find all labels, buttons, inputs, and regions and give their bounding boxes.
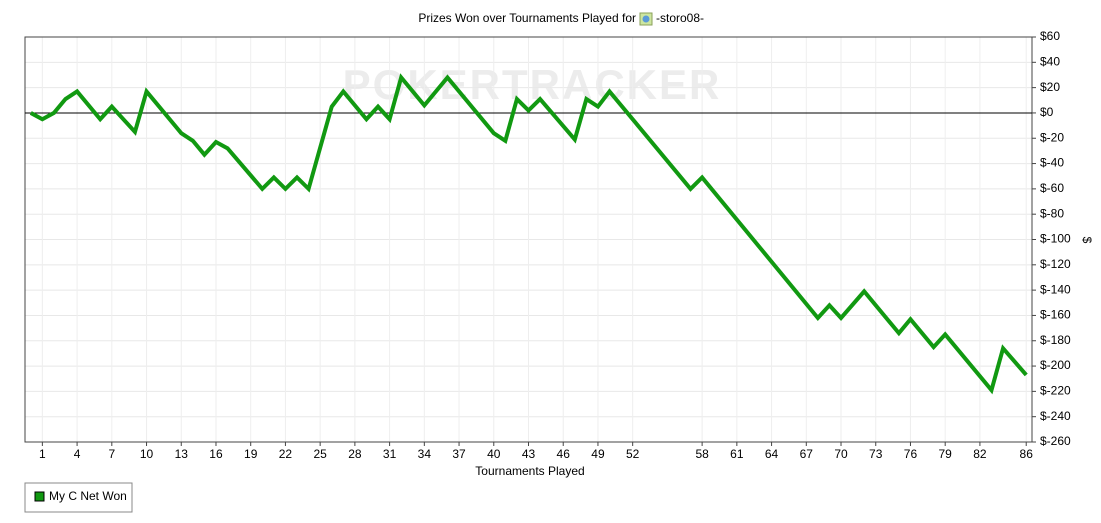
y-tick-label: $-260 [1040,434,1071,448]
y-tick-label: $-140 [1040,282,1071,296]
y-tick-label: $-60 [1040,181,1064,195]
y-tick-label: $-120 [1040,257,1071,271]
x-tick-label: 1 [39,447,46,461]
x-axis-label: Tournaments Played [475,464,584,478]
x-tick-label: 61 [730,447,744,461]
x-tick-label: 64 [765,447,779,461]
y-tick-label: $20 [1040,80,1060,94]
x-tick-label: 28 [348,447,362,461]
y-tick-label: $-220 [1040,384,1071,398]
x-tick-label: 7 [108,447,115,461]
y-axis-label: $ [1080,237,1094,244]
y-tick-label: $-240 [1040,409,1071,423]
y-tick-label: $40 [1040,54,1060,68]
legend-label: My C Net Won [49,489,127,503]
x-tick-label: 43 [522,447,536,461]
legend-swatch [34,491,45,502]
x-tick-label: 67 [800,447,814,461]
x-tick-label: 16 [209,447,223,461]
player-icon-dot [642,15,650,23]
x-tick-label: 76 [904,447,918,461]
y-tick-label: $-80 [1040,206,1064,220]
y-tick-label: $-160 [1040,308,1071,322]
chart-title: Prizes Won over Tournaments Played for [418,11,636,25]
y-tick-label: $60 [1040,29,1060,43]
x-tick-label: 10 [140,447,154,461]
series-line [29,73,1028,395]
x-tick-label: 22 [279,447,293,461]
x-tick-label: 40 [487,447,501,461]
x-tick-label: 70 [834,447,848,461]
y-tick-label: $0 [1040,105,1054,119]
x-tick-label: 34 [418,447,432,461]
player-name: -storo08- [656,11,704,25]
x-tick-label: 82 [973,447,987,461]
x-tick-label: 58 [695,447,709,461]
y-tick-label: $-100 [1040,232,1071,246]
x-tick-label: 37 [452,447,466,461]
x-tick-label: 73 [869,447,883,461]
x-tick-label: 52 [626,447,640,461]
x-tick-label: 31 [383,447,397,461]
x-tick-label: 79 [939,447,953,461]
y-tick-label: $-40 [1040,156,1064,170]
y-tick-label: $-20 [1040,130,1064,144]
x-tick-label: 86 [1020,447,1034,461]
x-tick-label: 46 [557,447,571,461]
y-tick-label: $-180 [1040,333,1071,347]
y-tick-label: $-200 [1040,358,1071,372]
x-tick-label: 49 [591,447,605,461]
x-tick-label: 19 [244,447,258,461]
x-tick-label: 4 [74,447,81,461]
x-tick-label: 25 [313,447,327,461]
x-tick-label: 13 [175,447,189,461]
